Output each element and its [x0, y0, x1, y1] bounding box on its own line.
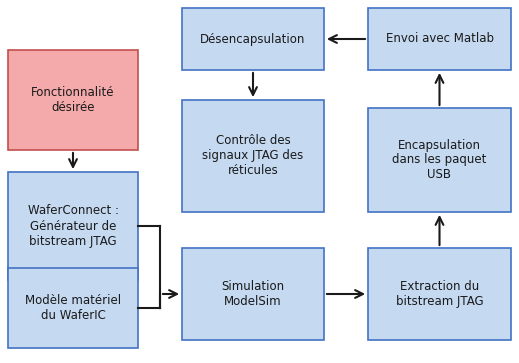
Text: Simulation
ModelSim: Simulation ModelSim — [222, 280, 284, 308]
FancyBboxPatch shape — [368, 248, 511, 340]
FancyBboxPatch shape — [8, 268, 138, 348]
FancyBboxPatch shape — [182, 248, 324, 340]
Text: Encapsulation
dans les paquet
USB: Encapsulation dans les paquet USB — [392, 139, 487, 182]
Text: Contrôle des
signaux JTAG des
réticules: Contrôle des signaux JTAG des réticules — [202, 135, 304, 178]
FancyBboxPatch shape — [368, 8, 511, 70]
FancyBboxPatch shape — [182, 8, 324, 70]
Text: WaferConnect :
Générateur de
bitstream JTAG: WaferConnect : Générateur de bitstream J… — [28, 204, 118, 248]
FancyBboxPatch shape — [368, 108, 511, 212]
Text: Extraction du
bitstream JTAG: Extraction du bitstream JTAG — [395, 280, 483, 308]
Text: Fonctionnalité
désirée: Fonctionnalité désirée — [31, 86, 115, 114]
FancyBboxPatch shape — [8, 172, 138, 280]
Text: Envoi avec Matlab: Envoi avec Matlab — [386, 33, 494, 45]
FancyBboxPatch shape — [182, 100, 324, 212]
FancyBboxPatch shape — [8, 50, 138, 150]
Text: Désencapsulation: Désencapsulation — [200, 33, 306, 45]
Text: Modèle matériel
du WaferIC: Modèle matériel du WaferIC — [25, 294, 121, 322]
